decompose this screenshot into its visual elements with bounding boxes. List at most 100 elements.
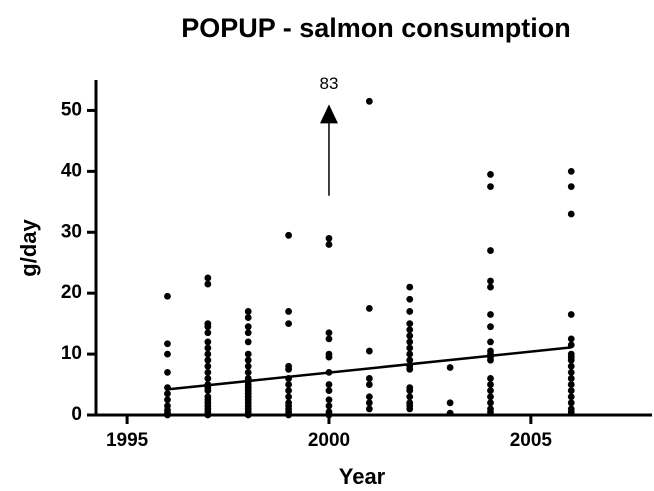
- point: [406, 393, 414, 401]
- point: [285, 308, 293, 315]
- point: [406, 356, 414, 364]
- point: [244, 308, 252, 315]
- point: [204, 274, 212, 282]
- chart-title: POPUP - salmon consumption: [181, 13, 571, 43]
- point: [487, 283, 494, 291]
- point: [244, 350, 252, 358]
- point: [285, 381, 293, 388]
- point: [567, 368, 575, 376]
- point: [365, 393, 373, 401]
- point: [285, 320, 293, 328]
- point: [567, 167, 575, 175]
- point: [567, 399, 575, 407]
- point: [285, 411, 293, 419]
- point: [567, 210, 575, 218]
- point: [204, 344, 212, 352]
- point: [487, 171, 494, 178]
- point: [567, 408, 575, 416]
- point: [204, 356, 212, 364]
- point: [204, 387, 212, 395]
- trend-line: [167, 346, 572, 391]
- y-tick-label: 0: [71, 404, 82, 425]
- point: [325, 335, 333, 343]
- point: [285, 365, 293, 373]
- point: [325, 329, 333, 337]
- point: [406, 332, 414, 340]
- point: [487, 387, 494, 395]
- point: [406, 387, 414, 395]
- point: [365, 375, 373, 382]
- point: [567, 335, 575, 343]
- point: [487, 356, 494, 364]
- point: [325, 411, 333, 419]
- point: [244, 368, 252, 376]
- point: [567, 183, 575, 190]
- point: [406, 365, 414, 373]
- point: [164, 411, 171, 419]
- point: [164, 340, 171, 348]
- point: [487, 408, 494, 416]
- point: [567, 375, 575, 382]
- y-tick-label: 20: [61, 282, 82, 303]
- point: [567, 393, 575, 401]
- point: [365, 405, 373, 413]
- point: [164, 292, 171, 300]
- annotation-arrowhead: [319, 104, 338, 124]
- point: [406, 350, 414, 358]
- point: [204, 411, 212, 419]
- point: [487, 247, 494, 254]
- point: [487, 399, 494, 407]
- y-tick-label: 30: [61, 221, 82, 242]
- point: [325, 396, 333, 404]
- point: [285, 393, 293, 401]
- point: [487, 183, 494, 190]
- x-axis-label: Year: [339, 464, 386, 489]
- point: [365, 399, 373, 407]
- x-tick-label: 2000: [308, 430, 350, 451]
- point: [487, 381, 494, 388]
- point: [164, 368, 171, 376]
- point: [164, 350, 171, 358]
- point: [244, 314, 252, 321]
- point: [325, 387, 333, 395]
- point: [365, 97, 373, 105]
- point: [244, 362, 252, 370]
- point: [285, 231, 293, 239]
- point: [365, 305, 373, 312]
- point: [406, 344, 414, 352]
- point: [244, 411, 252, 419]
- point: [446, 399, 454, 407]
- point: [244, 323, 252, 331]
- point: [244, 329, 252, 337]
- point: [567, 387, 575, 395]
- point: [406, 295, 414, 303]
- point: [567, 381, 575, 388]
- point: [164, 396, 171, 404]
- point: [204, 368, 212, 376]
- point: [567, 362, 575, 370]
- point: [446, 409, 454, 417]
- point: [567, 311, 575, 318]
- point: [487, 338, 494, 346]
- x-tick-label: 1995: [106, 430, 149, 451]
- y-tick-label: 50: [61, 99, 82, 120]
- point: [406, 283, 414, 291]
- point: [244, 356, 252, 364]
- point: [164, 390, 171, 398]
- point: [325, 402, 333, 410]
- point: [406, 338, 414, 346]
- point: [325, 234, 333, 242]
- point: [204, 280, 212, 288]
- point: [406, 326, 414, 334]
- point: [446, 364, 454, 371]
- y-tick-label: 10: [61, 343, 82, 364]
- point: [204, 323, 212, 331]
- point: [487, 393, 494, 401]
- point: [204, 329, 212, 337]
- point: [406, 320, 414, 328]
- point: [325, 353, 333, 361]
- point: [487, 323, 494, 331]
- y-tick-label: 40: [61, 160, 82, 181]
- point: [365, 381, 373, 388]
